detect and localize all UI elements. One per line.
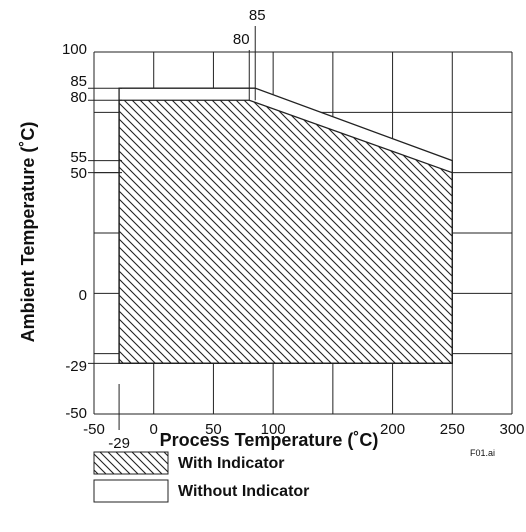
legend-swatch-plain: [93, 479, 169, 503]
legend-item-with-indicator: With Indicator: [93, 451, 285, 475]
x-top-label-80: 80: [233, 31, 250, 48]
x-axis-title: Process Temperature (˚C): [160, 430, 379, 450]
legend-swatch-hatched: [93, 451, 169, 475]
x-tick-label-100: 100: [261, 421, 286, 438]
area-with-indicator: [118, 99, 453, 364]
y-tick-label-0: 0: [79, 287, 87, 304]
legend-item-without-indicator: Without Indicator: [93, 479, 309, 503]
y-tick-label-80: 80: [70, 89, 87, 106]
x-tick-label-250: 250: [440, 421, 465, 438]
x-tick-label-0: 0: [150, 421, 158, 438]
x-tick-label-200: 200: [380, 421, 405, 438]
axis-titles: Process Temperature (˚C) Ambient Tempera…: [18, 122, 495, 458]
y-tick-label-100: 100: [62, 41, 87, 58]
x-tick-label-extra-neg29: -29: [108, 435, 130, 452]
legend-label-without-indicator: Without Indicator: [178, 483, 309, 500]
legend-label-with-indicator: With Indicator: [178, 455, 285, 472]
y-tick-label-50: 50: [70, 165, 87, 182]
x-tick-label-300: 300: [499, 421, 524, 438]
x-tick-label-neg50: -50: [83, 421, 105, 438]
y-tick-label-55: 55: [70, 149, 87, 166]
x-tick-label-50: 50: [205, 421, 222, 438]
file-id-label: F01.ai: [470, 448, 495, 458]
y-tick-label-85: 85: [70, 73, 87, 90]
x-top-label-85: 85: [249, 7, 266, 24]
y-tick-label-neg50: -50: [65, 405, 87, 422]
y-axis-title: Ambient Temperature (˚C): [18, 122, 38, 343]
plot-areas: [118, 87, 453, 364]
legend: With Indicator Without Indicator: [93, 451, 309, 503]
y-tick-label-neg29: -29: [65, 358, 87, 375]
